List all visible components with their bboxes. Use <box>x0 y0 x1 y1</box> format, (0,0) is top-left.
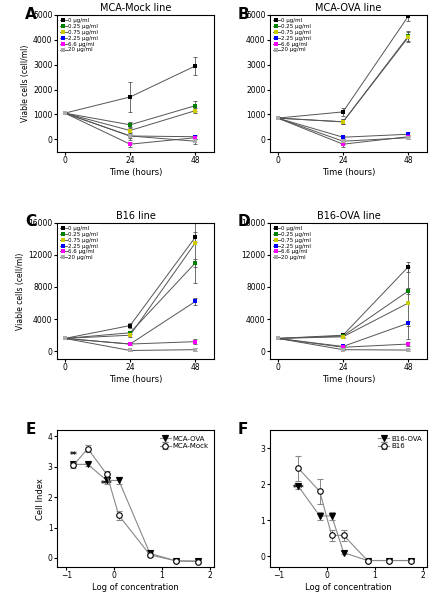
Text: ***: *** <box>293 484 304 493</box>
Text: ***: *** <box>101 480 112 489</box>
Text: B: B <box>238 7 250 22</box>
Text: D: D <box>238 214 251 229</box>
Title: MCA-OVA line: MCA-OVA line <box>315 3 382 13</box>
Y-axis label: Viable cells (cell/ml): Viable cells (cell/ml) <box>21 44 30 122</box>
X-axis label: Time (hours): Time (hours) <box>322 375 375 384</box>
Text: A: A <box>25 7 37 22</box>
Legend: MCA-OVA, MCA-Mock: MCA-OVA, MCA-Mock <box>158 434 211 451</box>
Text: E: E <box>25 422 35 437</box>
Text: **: ** <box>69 451 77 460</box>
X-axis label: Log of concentration: Log of concentration <box>92 583 179 592</box>
Y-axis label: Viable cells (cell/ml): Viable cells (cell/ml) <box>17 253 25 329</box>
Text: F: F <box>238 422 249 437</box>
Legend: 0 μg/ml, 0.25 μg/ml, 0.75 μg/ml, 2.25 μg/ml, 6.6 μg/ml, 20 μg/ml: 0 μg/ml, 0.25 μg/ml, 0.75 μg/ml, 2.25 μg… <box>271 224 313 262</box>
Legend: 0 μg/ml, 0.25 μg/ml, 0.75 μg/ml, 2.25 μg/ml, 6.6 μg/ml, 20 μg/ml: 0 μg/ml, 0.25 μg/ml, 0.75 μg/ml, 2.25 μg… <box>271 17 313 54</box>
Text: C: C <box>25 214 36 229</box>
X-axis label: Time (hours): Time (hours) <box>322 167 375 176</box>
Title: MCA-Mock line: MCA-Mock line <box>100 3 171 13</box>
X-axis label: Time (hours): Time (hours) <box>109 167 162 176</box>
Legend: B16-OVA, B16: B16-OVA, B16 <box>376 434 424 451</box>
Y-axis label: Cell Index: Cell Index <box>36 478 45 520</box>
Legend: 0 μg/ml, 0.25 μg/ml, 0.75 μg/ml, 2.25 μg/ml, 6.6 μg/ml, 20 μg/ml: 0 μg/ml, 0.25 μg/ml, 0.75 μg/ml, 2.25 μg… <box>58 17 100 54</box>
X-axis label: Time (hours): Time (hours) <box>109 375 162 384</box>
Title: B16-OVA line: B16-OVA line <box>317 211 380 221</box>
Title: B16 line: B16 line <box>116 211 156 221</box>
Legend: 0 μg/ml, 0.25 μg/ml, 0.75 μg/ml, 2.25 μg/ml, 6.6 μg/ml, 20 μg/ml: 0 μg/ml, 0.25 μg/ml, 0.75 μg/ml, 2.25 μg… <box>58 224 100 262</box>
X-axis label: Log of concentration: Log of concentration <box>305 583 392 592</box>
